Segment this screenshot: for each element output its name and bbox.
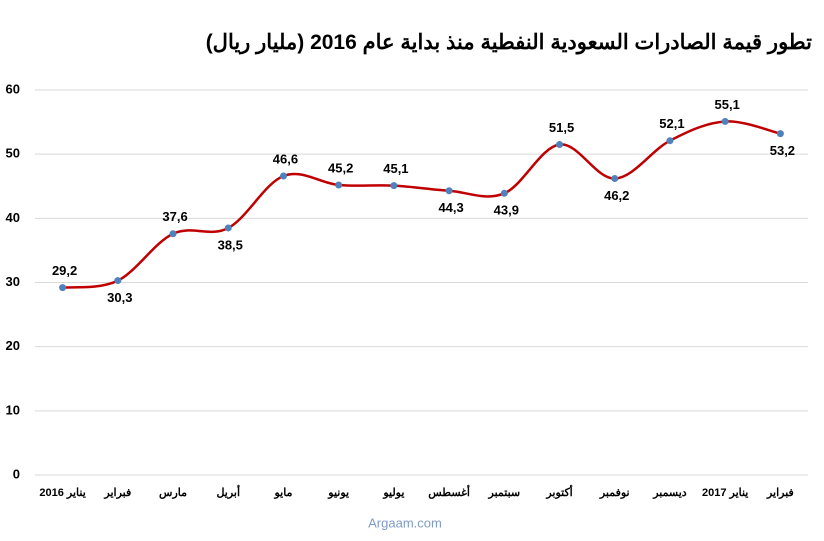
data-label: 45,2 <box>328 160 353 175</box>
marker <box>721 117 729 125</box>
marker <box>445 187 453 195</box>
y-tick-label: 0 <box>13 466 20 481</box>
marker <box>390 182 398 190</box>
y-tick-label: 30 <box>6 274 20 289</box>
y-tick-label: 50 <box>6 146 20 161</box>
x-tick-label: أبريل <box>216 485 240 499</box>
data-label: 43,9 <box>494 203 519 218</box>
marker <box>169 230 177 238</box>
x-tick-label: مايو <box>273 487 292 499</box>
y-tick-label: 60 <box>6 81 20 96</box>
x-tick-label: نوفمبر <box>599 487 630 499</box>
x-tick-label: ديسمبر <box>652 487 687 499</box>
data-label: 38,5 <box>218 237 243 252</box>
data-label: 30,3 <box>107 290 132 305</box>
data-label: 52,1 <box>659 116 684 131</box>
marker <box>611 175 619 183</box>
x-tick-label: فبراير <box>103 487 131 499</box>
marker <box>224 224 232 232</box>
y-tick-label: 10 <box>6 402 20 417</box>
x-tick-label: يناير 2017 <box>702 487 748 499</box>
y-tick-label: 20 <box>6 338 20 353</box>
data-label: 29,2 <box>52 263 77 278</box>
x-tick-label: يناير 2016 <box>39 487 85 499</box>
x-tick-label: يوليو <box>382 487 404 499</box>
marker <box>114 277 122 285</box>
data-label: 55,1 <box>715 97 740 112</box>
x-tick-label: فبراير <box>766 487 794 499</box>
marker <box>500 189 508 197</box>
marker <box>666 137 674 145</box>
line <box>62 120 781 289</box>
x-tick-label: مارس <box>159 487 187 499</box>
data-label: 46,6 <box>273 151 298 166</box>
data-label: 45,1 <box>383 161 408 176</box>
x-tick-label: أغسطس <box>428 485 470 499</box>
data-label: 51,5 <box>549 120 574 135</box>
data-label: 44,3 <box>438 200 463 215</box>
x-tick-label: سبتمبر <box>488 487 521 499</box>
source: Argaam.com <box>368 515 442 530</box>
chart-title: تطور قيمة الصادرات السعودية النفطية منذ … <box>205 31 812 54</box>
marker <box>556 141 564 149</box>
marker <box>335 181 343 189</box>
x-tick-label: أكتوبر <box>545 485 572 499</box>
marker <box>279 172 287 180</box>
data-label: 37,6 <box>162 209 187 224</box>
data-label: 46,2 <box>604 188 629 203</box>
x-tick-label: يونيو <box>327 487 349 499</box>
data-label: 53,2 <box>770 143 795 158</box>
y-tick-label: 40 <box>6 210 20 225</box>
marker <box>776 130 784 138</box>
marker <box>59 284 67 292</box>
